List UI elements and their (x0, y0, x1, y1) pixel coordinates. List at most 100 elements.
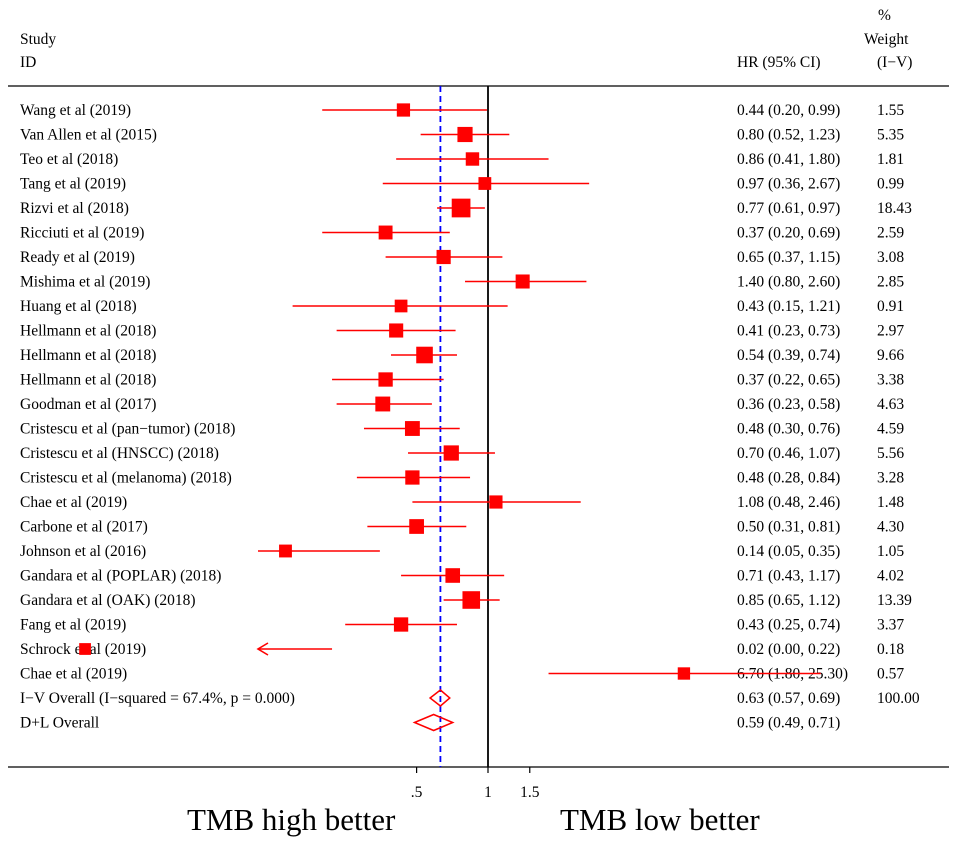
study-name: Johnson et al (2016) (20, 543, 146, 560)
effect-marker (79, 643, 91, 655)
study-row: Chae et al (2019) 6.70 (1.80, 25.30) 0.57 (20, 666, 904, 683)
effect-marker (389, 323, 404, 338)
effect-marker (378, 372, 393, 387)
study-name: Hellmann et al (2018) (20, 347, 156, 364)
study-hr-ci: 0.44 (0.20, 0.99) (737, 102, 840, 119)
study-row: Gandara et al (POPLAR) (2018) 0.71 (0.43,… (20, 568, 904, 585)
study-name: Cristescu et al (HNSCC) (2018) (20, 445, 219, 462)
study-weight: 1.81 (877, 151, 904, 168)
header-id: ID (20, 54, 36, 71)
effect-marker (451, 198, 471, 218)
study-hr-ci: 0.14 (0.05, 0.35) (737, 543, 840, 560)
x-right-label: TMB low better (560, 802, 760, 837)
study-row: Wang et al (2019) 0.44 (0.20, 0.99) 1.55 (20, 102, 904, 119)
study-row: Hellmann et al (2018) 0.37 (0.22, 0.65) 3.… (20, 372, 904, 389)
overall-name: D+L Overall (20, 715, 99, 732)
effect-marker (375, 396, 391, 412)
study-hr-ci: 0.80 (0.52, 1.23) (737, 127, 840, 144)
study-row: Cristescu et al (melanoma) (2018) 0.48 (0… (20, 470, 904, 487)
effect-marker (409, 519, 424, 534)
study-name: Hellmann et al (2018) (20, 372, 156, 389)
header-weight: Weight (864, 31, 909, 48)
study-weight: 2.97 (877, 323, 904, 340)
study-name: Wang et al (2019) (20, 102, 131, 119)
effect-marker (457, 126, 473, 143)
study-weight: 0.99 (877, 176, 904, 193)
study-weight: 3.28 (877, 470, 904, 487)
study-name: Goodman et al (2017) (20, 396, 156, 413)
study-weight: 4.63 (877, 396, 904, 413)
study-hr-ci: 0.36 (0.23, 0.58) (737, 396, 840, 413)
study-weight: 0.18 (877, 641, 904, 658)
study-name: Chae et al (2019) (20, 666, 127, 683)
study-hr-ci: 0.65 (0.37, 1.15) (737, 249, 840, 266)
overall-weight: 100.00 (877, 690, 920, 707)
effect-marker (489, 495, 503, 509)
study-weight: 1.05 (877, 543, 904, 560)
study-name: Huang et al (2018) (20, 298, 137, 315)
header-hr: HR (95% CI) (737, 54, 821, 71)
study-hr-ci: 1.40 (0.80, 2.60) (737, 274, 840, 291)
study-name: Ready et al (2019) (20, 249, 135, 266)
study-weight: 0.57 (877, 666, 904, 683)
study-weight: 2.59 (877, 225, 904, 242)
overall-name: I−V Overall (I−squared = 67.4%, p = 0.00… (20, 690, 295, 707)
study-weight: 4.02 (877, 568, 904, 585)
study-weight: 5.35 (877, 127, 904, 144)
study-weight: 5.56 (877, 445, 904, 462)
effect-marker (394, 299, 408, 313)
study-weight: 13.39 (877, 592, 912, 609)
study-row: Tang et al (2019) 0.97 (0.36, 2.67) 0.99 (20, 176, 904, 193)
study-hr-ci: 1.08 (0.48, 2.46) (737, 494, 840, 511)
x-ticks: .5 1 1.5 (411, 767, 540, 801)
study-name: Gandara et al (OAK) (2018) (20, 592, 196, 609)
study-hr-ci: 0.71 (0.43, 1.17) (737, 568, 840, 585)
effect-marker (396, 103, 411, 117)
study-row: Mishima et al (2019) 1.40 (0.80, 2.60) 2.8… (20, 274, 904, 291)
effect-marker (443, 445, 459, 461)
study-hr-ci: 0.02 (0.00, 0.22) (737, 641, 840, 658)
study-weight: 0.91 (877, 298, 904, 315)
study-name: Mishima et al (2019) (20, 274, 150, 291)
study-row: Chae et al (2019) 1.08 (0.48, 2.46) 1.48 (20, 494, 904, 511)
overall-row: I−V Overall (I−squared = 67.4%, p = 0.00… (20, 689, 920, 707)
effect-marker (465, 152, 480, 166)
study-name: Gandara et al (POPLAR) (2018) (20, 568, 221, 585)
study-row: Hellmann et al (2018) 0.41 (0.23, 0.73) 2.… (20, 323, 904, 340)
study-row: Huang et al (2018) 0.43 (0.15, 1.21) 0.91 (20, 298, 904, 315)
study-hr-ci: 0.37 (0.22, 0.65) (737, 372, 840, 389)
study-row: Teo et al (2018) 0.86 (0.41, 1.80) 1.81 (20, 151, 904, 168)
study-hr-ci: 0.43 (0.15, 1.21) (737, 298, 840, 315)
study-row: Schrock et al (2019)0.02 (0.00, 0.22)0.1… (20, 641, 904, 658)
effect-marker (393, 617, 409, 632)
effect-marker (416, 346, 433, 364)
study-row: Van Allen et al (2015) 0.80 (0.52, 1.23) 5… (20, 127, 904, 144)
study-row: Ready et al (2019) 0.65 (0.37, 1.15) 3.08 (20, 249, 904, 266)
study-weight: 4.59 (877, 421, 904, 438)
study-name: Tang et al (2019) (20, 176, 126, 193)
study-weight: 1.55 (877, 102, 904, 119)
overall-diamond (428, 689, 451, 707)
header-weight-pct: % (878, 7, 891, 24)
effect-marker (378, 225, 393, 240)
study-name: Carbone et al (2017) (20, 519, 148, 536)
study-row: Carbone et al (2017) 0.50 (0.31, 0.81) 4.3… (20, 519, 904, 536)
study-weight: 3.38 (877, 372, 904, 389)
study-hr-ci: 0.77 (0.61, 0.97) (737, 200, 840, 217)
effect-marker (462, 591, 481, 609)
study-rows: Wang et al (2019) 0.44 (0.20, 0.99) 1.55 Va… (20, 102, 920, 732)
effect-marker (677, 667, 691, 680)
study-row: Rizvi et al (2018) 0.77 (0.61, 0.97) 18.43 (20, 198, 912, 218)
study-name: Cristescu et al (pan−tumor) (2018) (20, 421, 235, 438)
study-name: Fang et al (2019) (20, 617, 126, 634)
study-row: Ricciuti et al (2019) 0.37 (0.20, 0.69) 2.… (20, 225, 904, 242)
reference-lines (439, 86, 489, 767)
study-row: Hellmann et al (2018) 0.54 (0.39, 0.74) 9.… (20, 346, 904, 364)
study-row: Gandara et al (OAK) (2018) 0.85 (0.65, 1.… (20, 591, 912, 609)
study-weight: 2.85 (877, 274, 904, 291)
study-weight: 3.37 (877, 617, 904, 634)
effect-marker (445, 568, 461, 583)
overall-hr-ci: 0.59 (0.49, 0.71) (737, 715, 840, 732)
study-hr-ci: 0.97 (0.36, 2.67) (737, 176, 840, 193)
